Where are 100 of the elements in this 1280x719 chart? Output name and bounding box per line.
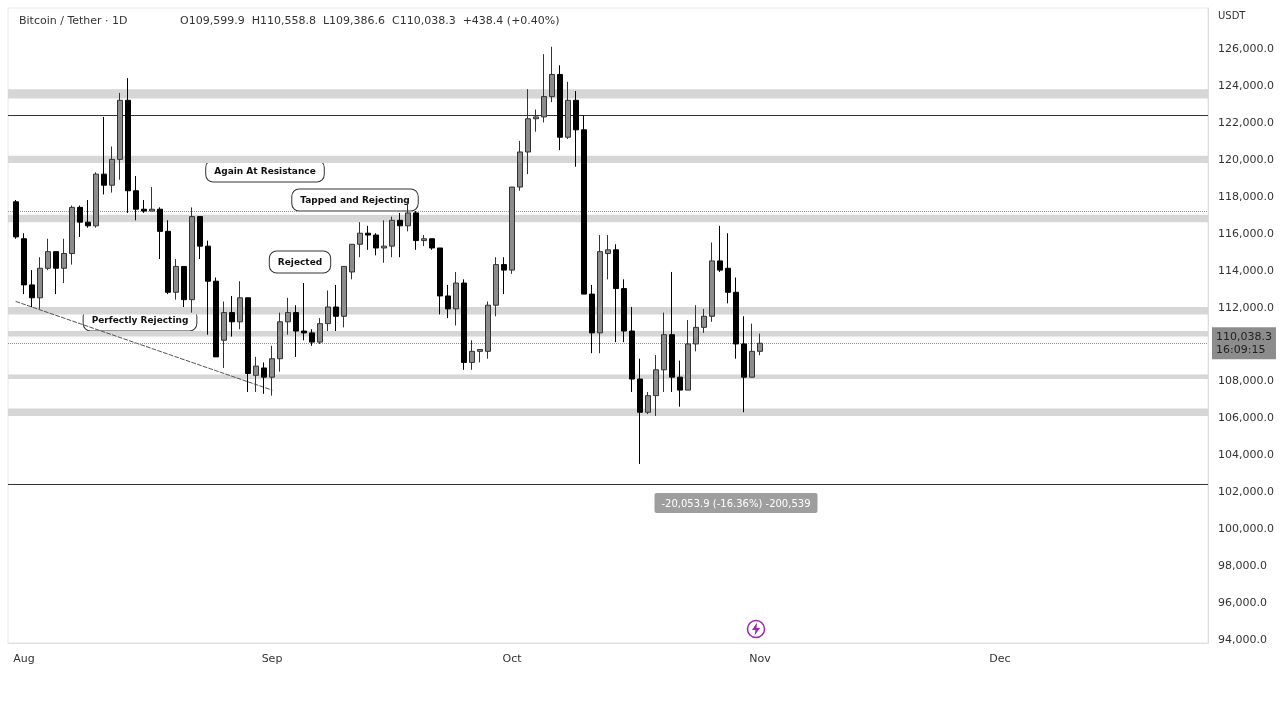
- candlestick: [333, 284, 339, 332]
- text: Bitcoin / Tether · 1D: [19, 14, 128, 27]
- candlestick: [341, 265, 347, 328]
- y-tick-label: 100,000.0: [1218, 522, 1274, 536]
- y-tick-label: 112,000.0: [1218, 300, 1274, 314]
- y-tick-label: 116,000.0: [1218, 226, 1274, 240]
- candlestick: [245, 297, 251, 393]
- candlestick: [493, 256, 499, 317]
- y-tick-label: 108,000.0: [1218, 374, 1274, 388]
- candlestick: [77, 205, 83, 238]
- candlestick: [237, 280, 243, 330]
- candlestick: [381, 219, 387, 264]
- candlestick: [101, 116, 107, 195]
- candlestick: [509, 186, 515, 275]
- candlestick: [173, 258, 179, 301]
- candlestick: [253, 356, 259, 393]
- candlestick: [373, 232, 379, 256]
- ref-line-label: 110,038.3 16:09:15: [1216, 330, 1272, 357]
- y-tick-label: 94,000.0: [1218, 632, 1267, 646]
- candlestick: [93, 171, 99, 229]
- candlestick: [53, 251, 59, 295]
- candlestick: [45, 238, 51, 271]
- y-tick-label: 126,000.0: [1218, 42, 1274, 56]
- candlestick: [389, 216, 395, 258]
- y-axis-title: USDT: [1218, 9, 1247, 21]
- candlestick: [717, 225, 723, 273]
- y-tick-label: 114,000.0: [1218, 263, 1274, 277]
- annotation: Again At Resistance: [214, 166, 316, 176]
- candlestick: [181, 265, 187, 308]
- candlestick: [477, 349, 483, 363]
- x-tick-label: Dec: [989, 652, 1011, 665]
- candlestick: [269, 345, 275, 397]
- candlestick: [229, 295, 235, 338]
- candlestick: [637, 358, 643, 465]
- candlestick: [517, 140, 523, 192]
- y-tick-label: 102,000.0: [1218, 485, 1274, 499]
- candlestick: [461, 278, 467, 371]
- annotation: Tapped and Rejecting: [300, 195, 410, 205]
- candlestick: [213, 277, 219, 358]
- candlestick: [557, 64, 563, 151]
- y-tick-label: 120,000.0: [1218, 152, 1274, 166]
- candlestick: [349, 243, 355, 280]
- candlestick: [293, 304, 299, 358]
- candlestick: [589, 284, 595, 354]
- candlestick: [13, 199, 19, 240]
- candlestick: [125, 77, 131, 214]
- candlestick: [613, 243, 619, 343]
- candlestick: [733, 277, 739, 360]
- y-tick-label: 96,000.0: [1218, 595, 1267, 609]
- candlestick: [653, 354, 659, 417]
- candlestick: [573, 90, 579, 168]
- candlestick: [453, 271, 459, 326]
- text: O109,599.9 H110,558.8 L109,386.6 C110,038.3 +438.4 (+0.40%): [180, 14, 560, 27]
- candlestick: [365, 225, 371, 251]
- candlestick: [37, 256, 43, 310]
- candlestick: [605, 234, 611, 280]
- candlestick: [621, 278, 627, 343]
- candlestick: [669, 271, 675, 393]
- annotation: -20,053.9 (-16.36%) -200,539: [661, 497, 811, 509]
- candlestick: [549, 46, 555, 103]
- candlestick: [629, 306, 635, 393]
- candlestick: [413, 210, 419, 251]
- candlestick: [285, 297, 291, 336]
- x-tick-label: Oct: [502, 652, 523, 665]
- candlestick: [197, 216, 203, 260]
- candlestick: [21, 232, 27, 295]
- y-tick-label: 98,000.0: [1218, 558, 1267, 572]
- y-tick-label: 124,000.0: [1218, 79, 1274, 93]
- candlestick: [301, 282, 307, 341]
- candlestick: [725, 232, 731, 304]
- annotation: Rejected: [277, 257, 323, 267]
- candlestick: [741, 315, 747, 413]
- y-tick-label: 118,000.0: [1218, 189, 1274, 203]
- candlestick: [85, 199, 91, 229]
- candlestick: [69, 205, 75, 266]
- candlestick: [133, 175, 139, 221]
- candlestick: [157, 206, 163, 260]
- candlestick: [29, 269, 35, 308]
- candlestick: [109, 145, 115, 194]
- candlestick: [309, 328, 315, 347]
- candlestick: [357, 221, 363, 258]
- candlestick: [701, 308, 707, 334]
- candlestick: [709, 241, 715, 323]
- candlestick: [677, 360, 683, 408]
- x-tick-label: Aug: [13, 652, 35, 665]
- candlestick: [445, 284, 451, 319]
- candlestick: [165, 219, 171, 295]
- candlestick: [325, 289, 331, 332]
- x-tick-label: Sep: [261, 652, 283, 665]
- candlestick: [141, 199, 147, 214]
- y-tick-label: 106,000.0: [1218, 411, 1274, 425]
- candlestick: [261, 361, 267, 395]
- candlestick: [421, 234, 427, 247]
- candlestick: [149, 186, 155, 212]
- candlestick: [429, 238, 435, 251]
- candlestick: [645, 391, 651, 415]
- candlestick: [581, 114, 587, 295]
- candlestick: [205, 240, 211, 336]
- candlestick: [61, 238, 67, 284]
- y-tick-label: 122,000.0: [1218, 115, 1274, 129]
